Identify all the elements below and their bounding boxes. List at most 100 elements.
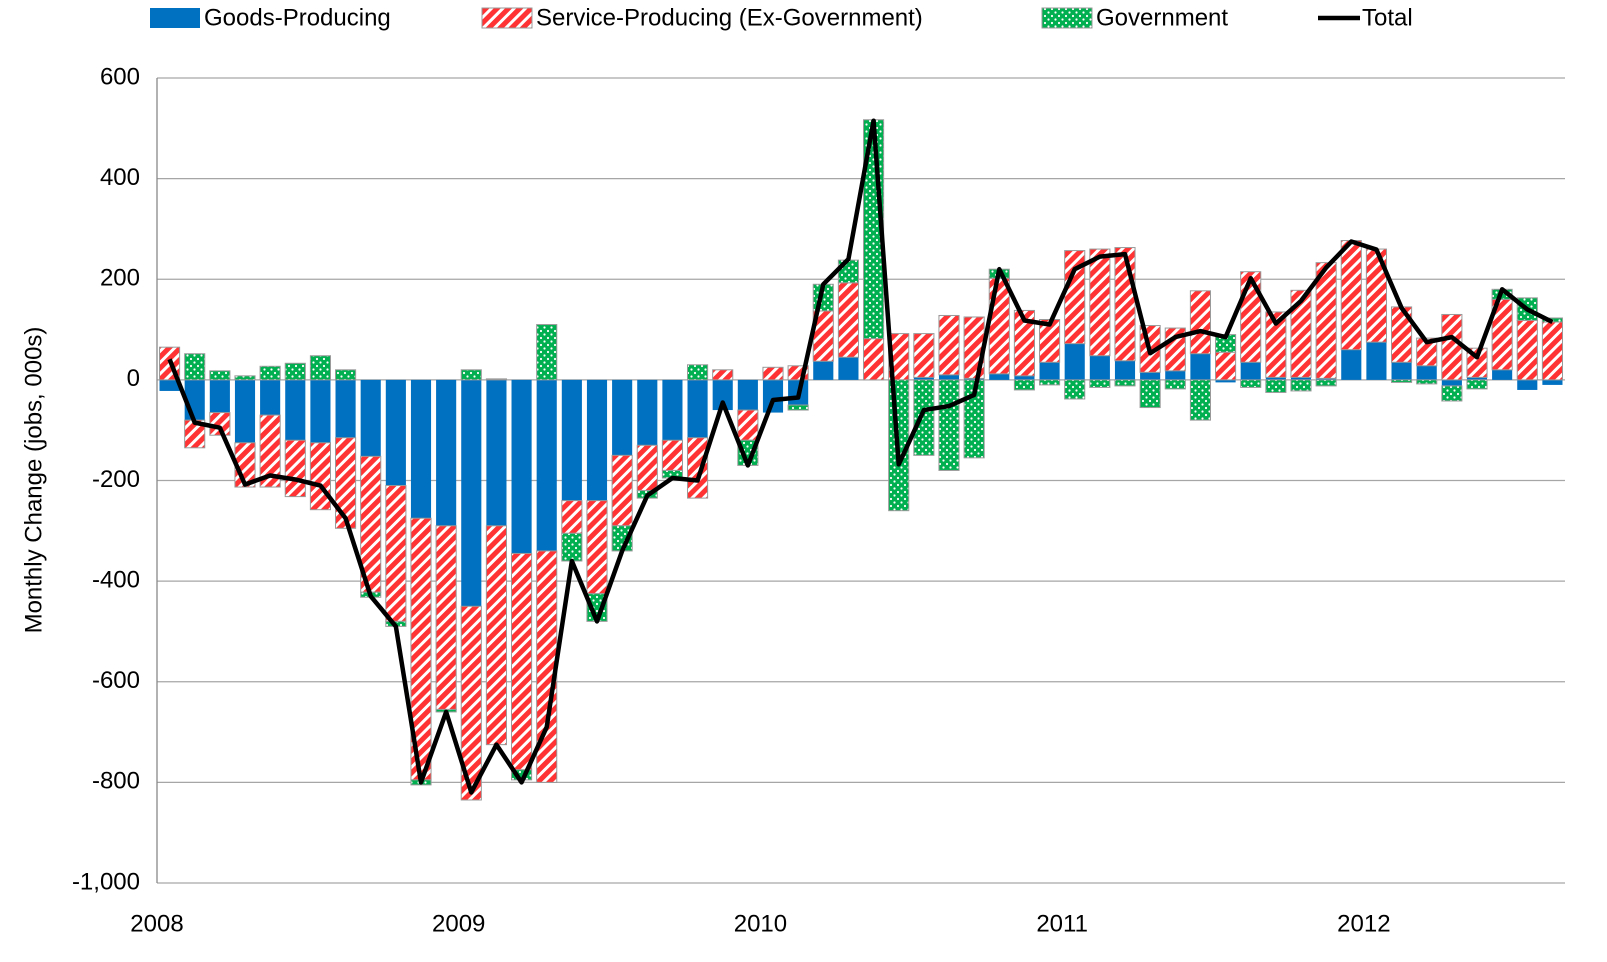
- bar: [612, 379, 633, 456]
- bar: [1517, 379, 1538, 390]
- x-tick-label: 2011: [1036, 910, 1088, 937]
- bar: [737, 409, 759, 441]
- y-tick-label: 0: [127, 365, 140, 392]
- bar: [762, 379, 784, 413]
- bar: [1240, 362, 1261, 380]
- bar: [310, 379, 331, 443]
- bar: [335, 379, 356, 438]
- bar: [1013, 309, 1035, 377]
- bar: [234, 379, 256, 443]
- bar: [360, 379, 381, 457]
- x-tick-label: 2008: [130, 910, 183, 937]
- bar: [1466, 379, 1488, 390]
- bar: [410, 379, 432, 519]
- bar: [988, 277, 1010, 375]
- bar: [1064, 379, 1086, 400]
- bar: [1114, 360, 1136, 380]
- bar: [1190, 353, 1211, 380]
- bar: [712, 369, 734, 381]
- bar: [964, 378, 985, 380]
- bar: [1391, 362, 1412, 380]
- bar: [737, 379, 758, 411]
- legend-swatch: [481, 7, 533, 29]
- bar: [385, 485, 407, 622]
- bar: [1064, 343, 1085, 380]
- y-tick-label: -200: [92, 466, 140, 493]
- bar: [259, 365, 281, 381]
- legend-label: Government: [1096, 4, 1228, 31]
- y-tick-label: -1,000: [72, 868, 140, 895]
- bar: [1114, 247, 1136, 362]
- bar: [1391, 379, 1413, 383]
- bar: [1189, 290, 1211, 355]
- bar: [1114, 379, 1136, 387]
- bar: [837, 282, 859, 358]
- bar: [1089, 248, 1111, 357]
- bar: [1441, 385, 1463, 402]
- bar: [309, 355, 331, 381]
- y-tick-label: 600: [100, 63, 140, 90]
- bar: [913, 377, 934, 380]
- bar: [1290, 289, 1312, 378]
- bar: [1492, 369, 1513, 380]
- bar: [460, 605, 482, 801]
- y-tick-label: -800: [92, 768, 140, 795]
- bar: [662, 379, 683, 441]
- bar: [1416, 365, 1437, 380]
- bar: [285, 379, 306, 441]
- legend-label: Goods-Producing: [204, 4, 391, 31]
- bar: [1516, 320, 1538, 381]
- bar: [1290, 377, 1312, 380]
- bar: [661, 439, 683, 471]
- bar: [1316, 378, 1337, 380]
- bar: [209, 379, 230, 413]
- bar: [1541, 321, 1563, 381]
- bar: [309, 442, 331, 511]
- bar: [1341, 349, 1362, 380]
- bar: [335, 369, 357, 381]
- bar: [813, 361, 834, 380]
- bar: [1064, 250, 1086, 345]
- y-axis-title: Monthly Change (jobs, 000s): [20, 327, 47, 634]
- bar: [989, 373, 1010, 380]
- bar: [486, 379, 507, 526]
- legend-label: Service-Producing (Ex-Government): [536, 4, 923, 31]
- bar: [938, 374, 960, 380]
- bar: [335, 437, 357, 529]
- bar: [913, 333, 935, 378]
- y-tick-label: 400: [100, 164, 140, 191]
- bar: [611, 454, 633, 527]
- bar: [687, 379, 708, 438]
- bar: [485, 525, 507, 746]
- bar: [259, 414, 281, 488]
- total-line: [167, 118, 1554, 795]
- legend-swatch: [1041, 7, 1093, 29]
- bar: [938, 379, 960, 471]
- bar: [1215, 379, 1236, 383]
- bar: [913, 379, 935, 456]
- bar: [838, 357, 859, 380]
- bar: [1140, 372, 1161, 380]
- bar: [561, 500, 583, 534]
- x-tick-label: 2010: [734, 910, 787, 937]
- bar: [1265, 311, 1287, 378]
- bar: [636, 444, 658, 492]
- bar: [1013, 379, 1035, 391]
- bar: [284, 439, 306, 498]
- bar: [436, 379, 457, 526]
- bar: [586, 500, 608, 595]
- legend-swatch: [150, 8, 200, 28]
- bar: [561, 532, 583, 562]
- bar: [1416, 379, 1438, 385]
- bar: [762, 366, 784, 381]
- bar: [184, 353, 206, 381]
- y-tick-label: -400: [92, 566, 140, 593]
- bar: [536, 324, 558, 381]
- bar: [938, 314, 960, 376]
- bar: [1164, 379, 1186, 390]
- bar: [1240, 379, 1262, 388]
- bar: [712, 379, 733, 411]
- y-tick-label: -600: [92, 667, 140, 694]
- bar: [1039, 362, 1060, 380]
